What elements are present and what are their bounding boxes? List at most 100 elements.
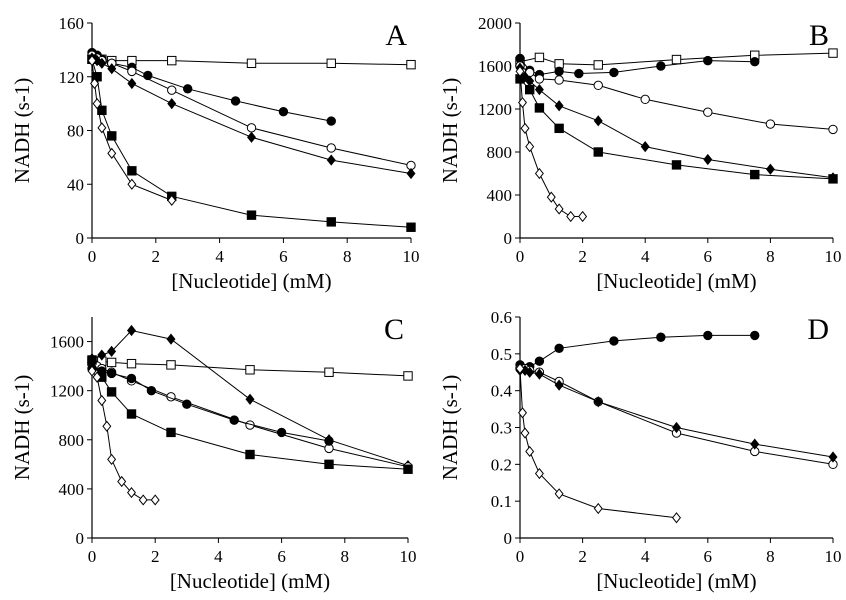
data-point [167,85,177,95]
series-open-circle [515,61,838,135]
y-tick-label: 120 [59,68,85,87]
x-tick-label: 4 [641,547,650,566]
y-tick-label: 800 [59,431,85,450]
data-point [324,436,334,446]
data-point [534,167,544,180]
series-open-diamond [87,365,160,506]
data-point [326,217,336,227]
data-point [166,333,176,345]
y-tick-label: 2000 [478,14,512,33]
data-point [138,494,148,506]
data-point [406,59,416,70]
x-tick-label: 10 [825,247,842,266]
series-filled-diamond [515,364,838,463]
data-point [107,131,117,141]
data-point [554,379,564,391]
data-point [106,357,117,368]
y-tick-label: 0.3 [491,419,512,438]
series-open-square [87,356,413,381]
data-point [515,65,525,77]
x-tick-label: 8 [341,547,350,566]
series-open-diamond [515,65,588,223]
data-point [403,371,413,381]
series-filled-square [87,54,416,232]
y-tick-label: 0 [504,229,513,248]
data-point [534,74,545,84]
series-line [520,368,834,465]
series-line [519,368,677,519]
x-tick-label: 6 [279,247,288,266]
series-filled-circle [87,47,336,126]
data-point [671,160,682,170]
data-point [126,409,137,419]
data-point [92,72,102,82]
series-filled-circle [515,53,760,80]
data-point [245,393,255,405]
data-point [247,131,256,143]
data-point [87,355,97,365]
data-point [107,345,117,357]
y-tick-label: 40 [67,175,84,194]
data-point [127,77,137,90]
panel-b: 0 400 800 1200 1600 2000 0 2 4 6 8 10 [Nucleotide] (… [438,14,842,293]
x-tick-label: 6 [704,547,713,566]
x-axis-label: [Nucleotide] (mM) [170,569,330,593]
data-point [828,174,838,184]
series-open-circle [87,50,416,171]
x-tick-label: 10 [825,547,842,566]
data-point [534,467,544,480]
x-tick-label: 4 [641,247,650,266]
y-tick-label: 0 [504,529,513,548]
data-point [127,324,136,337]
data-point [150,494,160,506]
data-point [166,427,176,438]
data-point [534,103,545,113]
data-point [87,365,97,377]
data-point [640,94,650,105]
data-point [246,123,257,133]
data-point [672,421,681,434]
x-tick-label: 0 [516,547,525,566]
data-point [183,84,193,94]
series-filled-square [515,74,838,184]
series-open-square [515,48,838,70]
data-point [106,387,117,397]
x-tick-label: 10 [400,547,417,566]
data-point [554,66,564,77]
panel-letter: A [385,19,407,52]
y-tick-label: 800 [487,143,513,162]
data-point [127,66,137,77]
data-point [278,106,289,117]
data-point [127,178,137,190]
data-point [593,396,603,408]
data-point [97,122,107,134]
data-point [656,61,666,71]
data-point [97,105,107,116]
x-tick-label: 2 [578,247,587,266]
series-open-circle [515,363,838,470]
data-point [534,52,545,63]
series-line [91,59,412,228]
data-point [515,362,525,375]
x-tick-label: 8 [766,547,775,566]
panel-d: 0 0.1 0.2 0.3 0.4 0.5 0.6 0 2 4 6 8 10 [Nucleotide] (… [438,308,842,593]
data-point [166,360,176,370]
data-point [534,368,544,380]
series-open-square [87,54,416,70]
data-point [87,55,97,67]
panel-letter: C [384,313,404,346]
x-tick-label: 10 [403,247,420,266]
series-filled-diamond [87,52,416,180]
data-point [554,488,564,500]
data-point [672,512,681,524]
x-tick-label: 0 [88,547,97,566]
data-point [106,368,117,379]
data-point [534,356,545,366]
data-point [167,194,177,206]
x-tick-label: 8 [343,247,352,266]
data-point [554,100,564,112]
y-tick-label: 1200 [50,382,84,401]
x-tick-label: 0 [88,247,97,266]
